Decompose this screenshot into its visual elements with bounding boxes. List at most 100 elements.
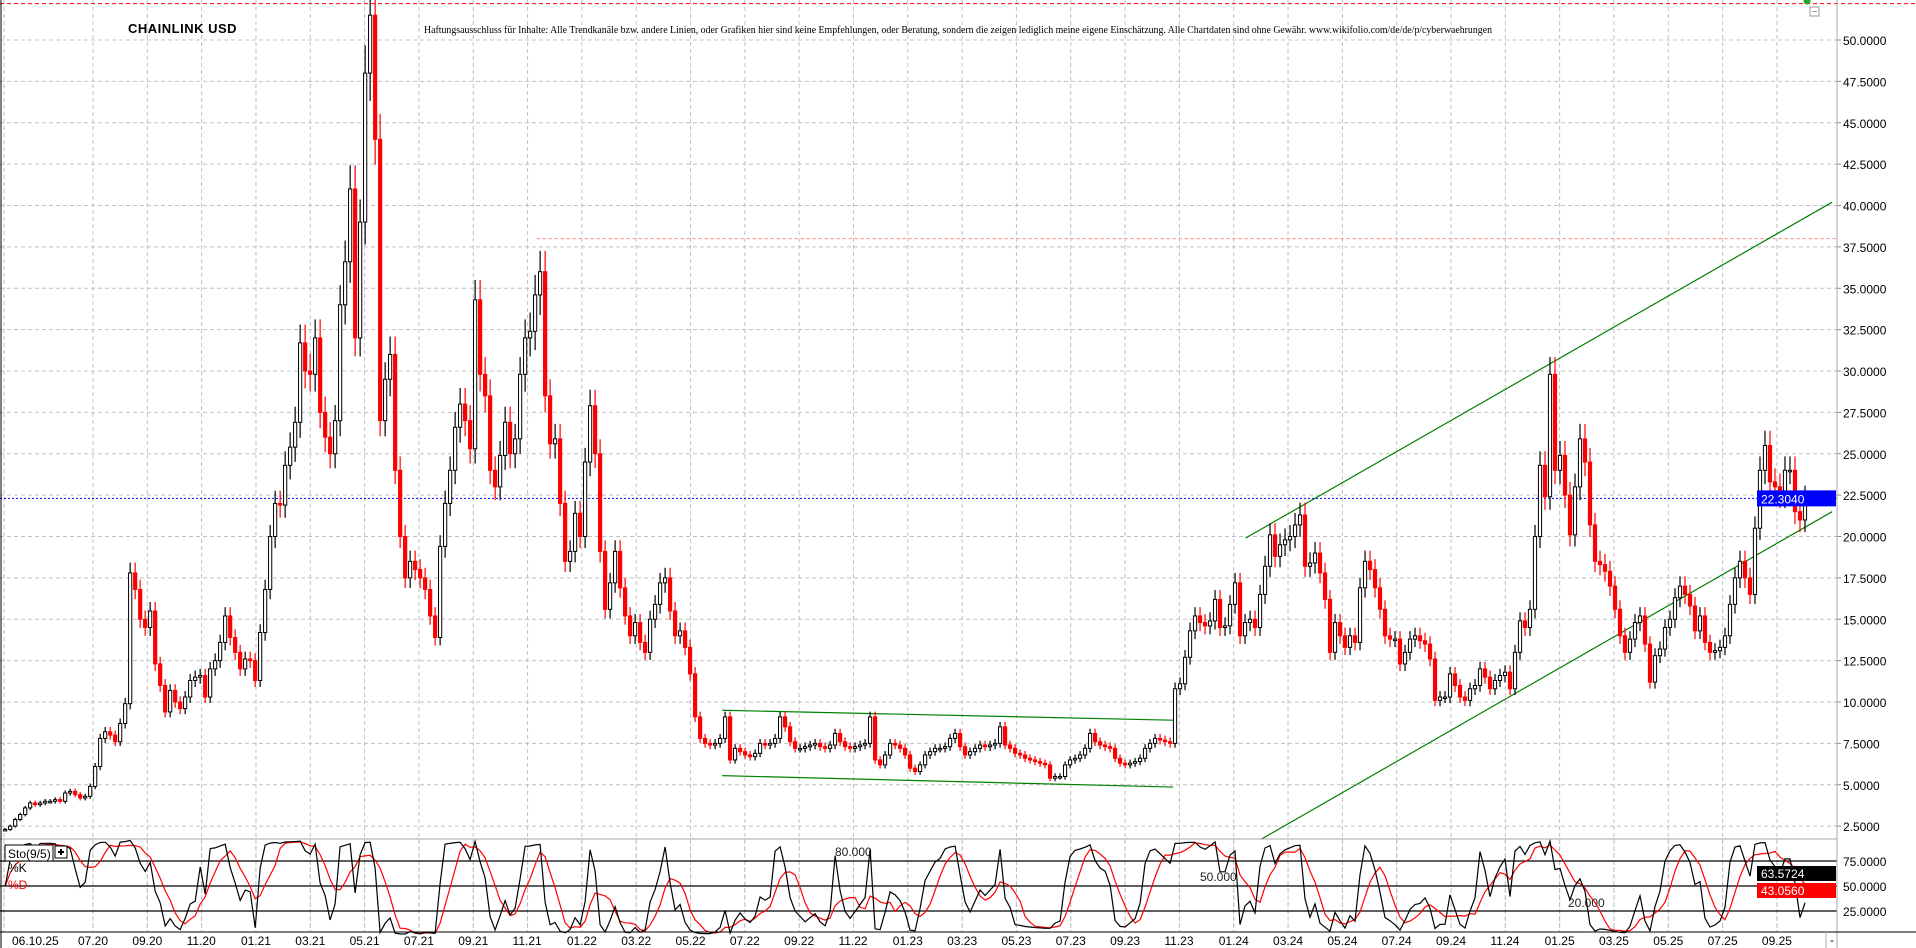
candle-body	[733, 747, 738, 761]
candle-body	[882, 754, 888, 766]
candle-body	[1687, 593, 1693, 607]
candle-body	[1292, 524, 1298, 537]
candle-body	[313, 337, 318, 375]
candle-body	[568, 550, 573, 562]
candle-body	[1312, 552, 1318, 564]
candle-body	[952, 732, 958, 739]
candle-body	[1262, 565, 1268, 595]
candle-body	[323, 411, 328, 438]
candle-body	[1102, 744, 1108, 748]
candle-body	[1327, 598, 1333, 653]
candle-body	[38, 802, 43, 806]
candle-body	[418, 569, 423, 579]
candle-body	[1307, 562, 1313, 567]
candle-body	[907, 754, 913, 769]
x-tick-label: 03.25	[1599, 934, 1629, 948]
candle-body	[1247, 618, 1253, 624]
candle-body	[63, 792, 68, 802]
candle-body	[258, 631, 263, 681]
candle-body	[1092, 732, 1098, 743]
candle-body	[837, 732, 843, 743]
plus-box-icon[interactable]	[54, 845, 68, 859]
candle-body	[308, 370, 313, 375]
candle-body	[777, 716, 783, 739]
candle-body	[1042, 762, 1048, 766]
trend-line	[1260, 511, 1833, 840]
stochastic-panel[interactable]: 75.000050.000025.000080.00050.00020.0006…	[0, 838, 1887, 936]
candle-body	[123, 703, 128, 725]
candle-body	[1197, 615, 1203, 624]
y-tick-label: 27.5000	[1843, 406, 1887, 420]
candle-body	[932, 747, 938, 753]
candle-body	[408, 560, 413, 579]
candle-body	[1422, 640, 1428, 645]
candle-body	[772, 737, 778, 744]
candle-body	[1482, 668, 1488, 678]
candle-body	[598, 453, 603, 552]
candle-body	[1057, 775, 1063, 779]
candle-body	[1462, 696, 1468, 701]
candle-body	[762, 742, 768, 746]
x-tick-label: 07.23	[1056, 934, 1086, 948]
candle-body	[433, 615, 438, 638]
candle-body	[263, 588, 268, 633]
candle-body	[1497, 675, 1503, 681]
stoch-level-label: 50.000	[1200, 870, 1237, 884]
candle-body	[73, 790, 78, 796]
disclaimer-text: Haftungsausschluss für Inhalte: Alle Tre…	[424, 24, 1492, 36]
candle-body	[1252, 618, 1258, 629]
candle-body	[193, 676, 198, 681]
x-tick-label: 03.22	[621, 934, 651, 948]
candle-body	[58, 799, 63, 802]
candle-body	[1337, 622, 1343, 637]
x-tick-label: 05.25	[1653, 934, 1683, 948]
candle-body	[448, 469, 453, 504]
y-tick-label: 20.0000	[1843, 531, 1887, 545]
candle-body	[1142, 747, 1148, 759]
candle-body	[1232, 582, 1238, 605]
candle-body	[563, 502, 568, 562]
y-tick-label: 2.5000	[1843, 820, 1880, 834]
candle-body	[393, 353, 398, 471]
candle-body	[153, 610, 158, 665]
indicator-label-box[interactable]	[4, 844, 54, 862]
candle-body	[1157, 737, 1163, 741]
candle-body	[353, 188, 358, 339]
candle-body	[423, 577, 428, 590]
candle-body	[1492, 679, 1498, 690]
y-tick-label: 35.0000	[1843, 282, 1887, 296]
candles	[3, 0, 1808, 832]
candle-body	[1132, 761, 1138, 764]
candle-body	[333, 420, 338, 455]
candle-body	[1077, 754, 1083, 759]
candle-body	[1067, 759, 1073, 766]
candle-body	[1082, 747, 1088, 756]
candle-body	[1177, 683, 1183, 690]
candle-body	[1717, 646, 1723, 652]
candle-body	[538, 271, 543, 296]
stoch-d-tag	[1757, 883, 1836, 898]
x-tick-label: 01.21	[241, 934, 271, 948]
candle-body	[278, 502, 283, 506]
x-tick-label: 07.25	[1708, 934, 1738, 948]
overlay-lines	[0, 3, 1916, 840]
candle-body	[997, 726, 1003, 744]
trend-line	[722, 775, 1174, 788]
candle-body	[1212, 598, 1218, 622]
candle-body	[1372, 569, 1378, 589]
candle-body	[1672, 597, 1678, 620]
candle-body	[1302, 514, 1308, 567]
candle-body	[368, 14, 373, 74]
candle-body	[343, 261, 348, 306]
candle-body	[463, 403, 468, 422]
candle-body	[1507, 671, 1513, 690]
candle-body	[947, 737, 953, 748]
minus-box-icon[interactable]	[1809, 6, 1820, 17]
candle-body	[1357, 587, 1363, 643]
candle-body	[1047, 764, 1053, 779]
candle-body	[1052, 775, 1058, 779]
candle-body	[128, 572, 133, 705]
candle-body	[1742, 560, 1748, 579]
